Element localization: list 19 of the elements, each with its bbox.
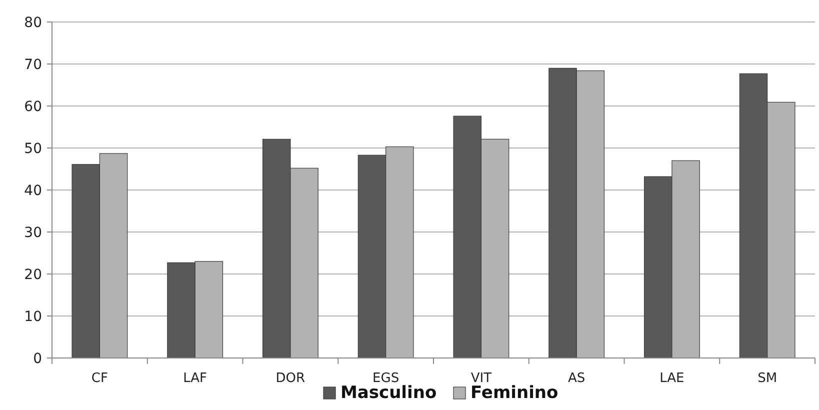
y-tick-label: 60 xyxy=(24,98,42,115)
x-tick-label: DOR xyxy=(276,371,306,386)
y-tick-label: 50 xyxy=(24,140,42,157)
y-tick-label: 40 xyxy=(24,182,42,199)
y-tick-label: 80 xyxy=(24,14,42,31)
legend-label: Feminino xyxy=(470,383,558,403)
y-tick-label: 20 xyxy=(24,266,42,283)
legend-label: Masculino xyxy=(340,383,437,403)
x-tick-label: AS xyxy=(568,371,586,386)
y-tick-label: 30 xyxy=(24,224,42,241)
x-tick-label: LAF xyxy=(183,371,208,386)
y-tick-label: 10 xyxy=(24,308,42,325)
x-tick-label: VIT xyxy=(470,371,492,386)
x-tick-label: EGS xyxy=(372,371,400,386)
y-tick-label: 70 xyxy=(24,56,42,73)
x-tick-label: CF xyxy=(91,371,108,386)
y-tick-label: 0 xyxy=(33,350,42,367)
x-tick-label: LAE xyxy=(660,371,684,386)
x-tick-label: SM xyxy=(758,371,778,386)
